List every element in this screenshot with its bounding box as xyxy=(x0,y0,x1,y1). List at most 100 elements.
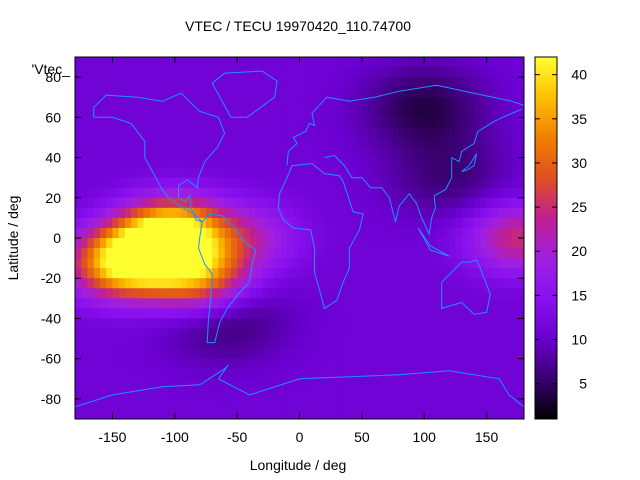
heatmap-cell xyxy=(218,378,226,390)
heatmap-cell xyxy=(174,117,182,128)
heatmap-cell xyxy=(330,187,338,199)
heatmap-cell xyxy=(399,87,407,98)
heatmap-cell xyxy=(349,187,357,199)
heatmap-cell xyxy=(174,308,182,320)
heatmap-cell xyxy=(124,258,132,269)
heatmap-cell xyxy=(511,398,519,410)
heatmap-cell xyxy=(205,398,213,410)
heatmap-cell xyxy=(324,398,332,410)
heatmap-cell xyxy=(374,137,382,149)
heatmap-cell xyxy=(174,398,182,410)
heatmap-cell xyxy=(212,288,220,299)
heatmap-cell xyxy=(174,197,182,209)
heatmap-cell xyxy=(492,278,500,289)
heatmap-cell xyxy=(274,177,282,189)
heatmap-cell xyxy=(442,348,450,360)
heatmap-cell xyxy=(499,338,506,350)
heatmap-cell xyxy=(162,97,170,108)
heatmap-cell xyxy=(99,288,107,299)
heatmap-cell xyxy=(374,127,382,139)
heatmap-cell xyxy=(81,117,89,128)
heatmap-cell xyxy=(399,248,407,259)
heatmap-cell xyxy=(168,348,176,360)
heatmap-cell xyxy=(243,127,251,139)
heatmap-cell xyxy=(193,328,201,340)
heatmap-cell xyxy=(442,147,450,159)
heatmap-cell xyxy=(280,368,288,380)
heatmap-cell xyxy=(411,328,419,340)
heatmap-cell xyxy=(118,358,126,370)
heatmap-cell xyxy=(436,368,444,380)
heatmap-cell xyxy=(93,338,101,350)
heatmap-cell xyxy=(393,378,400,390)
heatmap-cell xyxy=(511,217,519,229)
heatmap-cell xyxy=(193,288,201,299)
heatmap-cell xyxy=(305,77,313,88)
heatmap-cell xyxy=(492,87,500,98)
heatmap-cell xyxy=(137,97,145,108)
heatmap-cell xyxy=(205,167,213,179)
heatmap-cell xyxy=(87,328,95,340)
heatmap-cell xyxy=(349,177,357,189)
heatmap-cell xyxy=(268,167,276,179)
heatmap-cell xyxy=(330,248,338,259)
heatmap-cell xyxy=(442,278,450,289)
heatmap-cell xyxy=(112,157,120,169)
heatmap-cell xyxy=(492,288,500,299)
heatmap-cell xyxy=(131,388,138,400)
heatmap-cell xyxy=(411,248,419,259)
heatmap-cell xyxy=(311,67,319,78)
heatmap-cell xyxy=(343,217,350,229)
heatmap-cell xyxy=(224,117,232,128)
heatmap-cell xyxy=(411,318,419,330)
heatmap-cell xyxy=(393,388,400,400)
heatmap-cell xyxy=(368,298,375,309)
heatmap-cell xyxy=(393,67,400,78)
heatmap-cell xyxy=(467,117,475,128)
heatmap-cell xyxy=(393,87,400,98)
heatmap-cell xyxy=(336,67,344,78)
heatmap-cell xyxy=(193,57,201,68)
heatmap-cell xyxy=(436,388,444,400)
heatmap-cell xyxy=(230,207,238,219)
heatmap-cell xyxy=(168,328,176,340)
heatmap-cell xyxy=(355,378,363,390)
heatmap-cell xyxy=(268,368,276,380)
heatmap-cell xyxy=(449,157,457,169)
heatmap-cell xyxy=(492,298,500,309)
heatmap-cell xyxy=(199,278,207,289)
heatmap-cell xyxy=(505,77,513,88)
heatmap-cell xyxy=(349,137,357,149)
heatmap-cell xyxy=(436,348,444,360)
heatmap-cell xyxy=(106,318,114,330)
heatmap-cell xyxy=(143,137,151,149)
heatmap-cell xyxy=(93,117,101,128)
heatmap-cell xyxy=(411,107,419,118)
heatmap-cell xyxy=(349,348,357,360)
heatmap-cell xyxy=(405,398,413,410)
heatmap-cell xyxy=(255,258,263,269)
heatmap-cell xyxy=(174,358,182,370)
heatmap-cell xyxy=(349,77,357,88)
heatmap-cell xyxy=(355,318,363,330)
heatmap-layer xyxy=(75,57,524,419)
heatmap-cell xyxy=(249,298,257,309)
heatmap-cell xyxy=(461,187,469,199)
heatmap-cell xyxy=(399,207,407,219)
heatmap-cell xyxy=(87,157,95,169)
heatmap-cell xyxy=(81,107,89,118)
heatmap-cell xyxy=(393,408,400,419)
heatmap-cell xyxy=(218,197,226,209)
heatmap-cell xyxy=(405,197,413,209)
heatmap-cell xyxy=(436,227,444,239)
heatmap-cell xyxy=(224,278,232,289)
heatmap-cell xyxy=(268,258,276,269)
heatmap-cell xyxy=(249,157,257,169)
heatmap-cell xyxy=(287,127,294,139)
heatmap-cell xyxy=(430,87,438,98)
heatmap-cell xyxy=(305,97,313,108)
heatmap-cell xyxy=(492,258,500,269)
heatmap-cell xyxy=(405,57,413,68)
heatmap-cell xyxy=(361,157,369,169)
